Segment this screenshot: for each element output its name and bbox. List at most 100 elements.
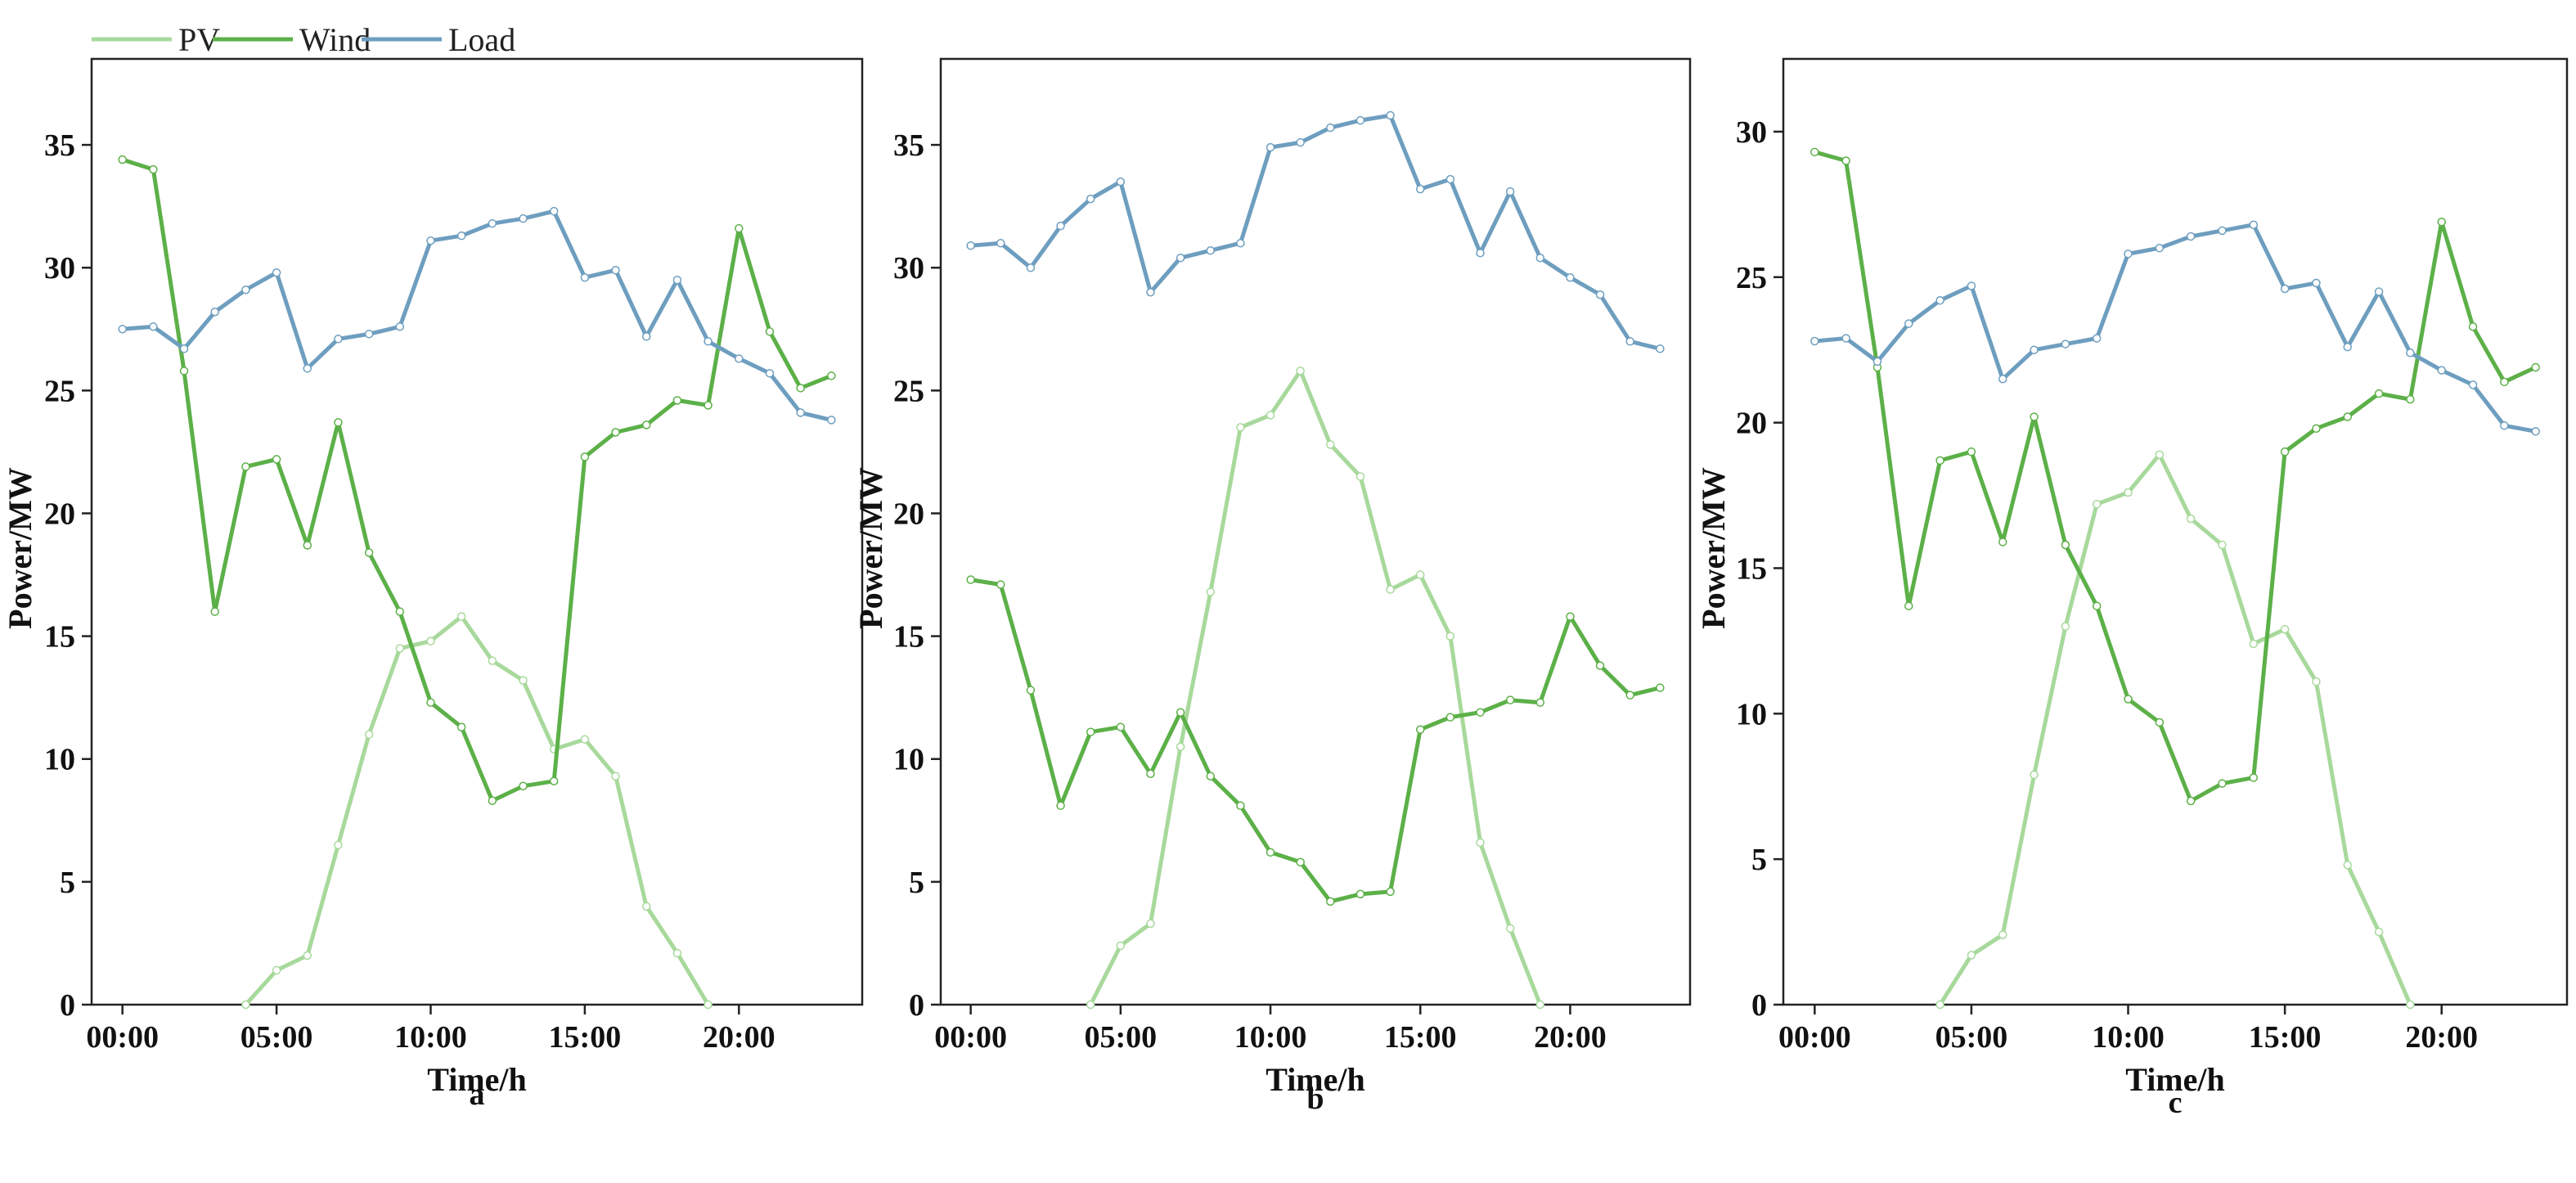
data-point-wind: [966, 575, 975, 584]
x-tick-label: 10:00: [2092, 1020, 2165, 1055]
data-point-pv: [641, 902, 651, 911]
series-load: [966, 110, 1665, 353]
legend-item-load: Load: [362, 21, 515, 58]
data-point-load: [1656, 344, 1665, 353]
data-point-wind: [2280, 447, 2290, 457]
data-point-wind: [827, 371, 836, 380]
data-point-pv: [2374, 927, 2384, 937]
data-point-load: [519, 214, 528, 223]
data-point-wind: [2030, 412, 2039, 421]
data-point-wind: [1326, 897, 1335, 906]
series-pv: [1086, 367, 1545, 1010]
data-point-wind: [2343, 412, 2353, 421]
data-point-pv: [1296, 367, 1305, 376]
data-point-load: [395, 322, 405, 331]
data-point-wind: [1841, 156, 1850, 165]
plot-frame: [939, 57, 1692, 1006]
data-point-pv: [2124, 488, 2133, 497]
legend-item-wind: Wind: [213, 21, 371, 58]
panel-label: b: [1306, 1082, 1324, 1116]
data-point-wind: [2155, 717, 2165, 727]
data-point-pv: [1998, 930, 2007, 939]
data-point-wind: [1656, 683, 1665, 692]
data-point-load: [1326, 123, 1335, 133]
data-point-load: [996, 238, 1005, 248]
y-tick-label: 10: [1736, 697, 1767, 731]
data-point-pv: [2249, 639, 2259, 649]
y-tick-label: 0: [60, 988, 75, 1023]
data-point-pv: [2186, 514, 2196, 524]
data-point-pv: [1445, 632, 1455, 641]
plot-frame: [1782, 57, 2569, 1006]
y-tick-label: 25: [1736, 261, 1767, 295]
data-point-pv: [2406, 1000, 2415, 1010]
data-point-wind: [1086, 727, 1095, 736]
data-point-wind: [1206, 771, 1216, 781]
data-point-pv: [1176, 742, 1185, 751]
data-point-wind: [996, 580, 1005, 589]
data-point-pv: [426, 636, 435, 645]
data-point-wind: [1236, 801, 1245, 811]
data-point-load: [1935, 295, 1944, 305]
x-tick-label: 10:00: [394, 1020, 467, 1055]
y-tick-label: 20: [44, 497, 75, 531]
data-point-pv: [519, 676, 528, 685]
data-point-pv: [2343, 861, 2353, 870]
data-point-load: [1146, 287, 1155, 297]
y-tick-label: 20: [1736, 407, 1767, 441]
x-tick-label: 20:00: [1534, 1020, 1607, 1055]
data-point-load: [2124, 250, 2133, 259]
data-point-load: [1872, 357, 1882, 367]
data-point-pv: [1146, 919, 1155, 929]
series-line-wind: [120, 157, 834, 803]
data-point-wind: [2124, 695, 2133, 704]
data-point-wind: [1904, 601, 1913, 610]
data-point-load: [456, 231, 466, 241]
data-point-wind: [1998, 538, 2007, 547]
data-point-load: [1625, 337, 1634, 346]
x-tick-label: 20:00: [703, 1020, 775, 1055]
series-load: [1810, 220, 2540, 436]
y-tick-label: 5: [1751, 843, 1767, 877]
data-point-load: [303, 364, 312, 373]
data-point-pv: [704, 1000, 713, 1010]
data-point-wind: [519, 781, 528, 791]
data-point-wind: [1176, 708, 1185, 717]
data-point-load: [735, 354, 744, 363]
data-point-wind: [2531, 362, 2540, 372]
data-point-load: [1445, 174, 1455, 184]
data-point-wind: [611, 428, 620, 437]
data-point-wind: [241, 462, 250, 471]
panel-label: c: [2169, 1086, 2183, 1120]
data-point-pv: [2030, 770, 2039, 780]
y-tick-label: 10: [44, 743, 75, 777]
series-line-pv: [1088, 368, 1543, 1007]
data-point-pv: [1935, 1000, 1944, 1010]
data-point-load: [966, 241, 975, 250]
y-tick-label: 35: [893, 128, 924, 163]
series-pv: [1935, 450, 2415, 1010]
data-point-load: [2218, 226, 2227, 236]
legend-item-pv: PV: [92, 21, 220, 58]
data-point-load: [1176, 253, 1185, 263]
data-point-pv: [303, 951, 312, 960]
data-point-wind: [456, 722, 466, 731]
data-point-pv: [1116, 941, 1126, 951]
series-wind: [118, 155, 836, 806]
data-point-wind: [1266, 848, 1275, 857]
data-point-wind: [1935, 456, 1944, 466]
data-point-pv: [580, 735, 590, 744]
data-point-pv: [2280, 624, 2290, 634]
data-point-load: [704, 337, 713, 346]
data-point-pv: [1086, 1000, 1095, 1010]
data-point-wind: [364, 548, 374, 557]
data-point-wind: [641, 421, 651, 430]
data-point-wind: [1026, 686, 1036, 695]
y-axis-title: Power/MW: [1695, 467, 1732, 629]
data-point-load: [1415, 184, 1425, 194]
chart-panel-a: 0 5 10 15 20 25 30 35 00:00 05:00 10:00 15:00 20:00 T…: [2, 57, 864, 1112]
data-point-wind: [1967, 447, 1976, 457]
data-point-load: [1505, 187, 1515, 196]
data-point-load: [2500, 421, 2509, 430]
